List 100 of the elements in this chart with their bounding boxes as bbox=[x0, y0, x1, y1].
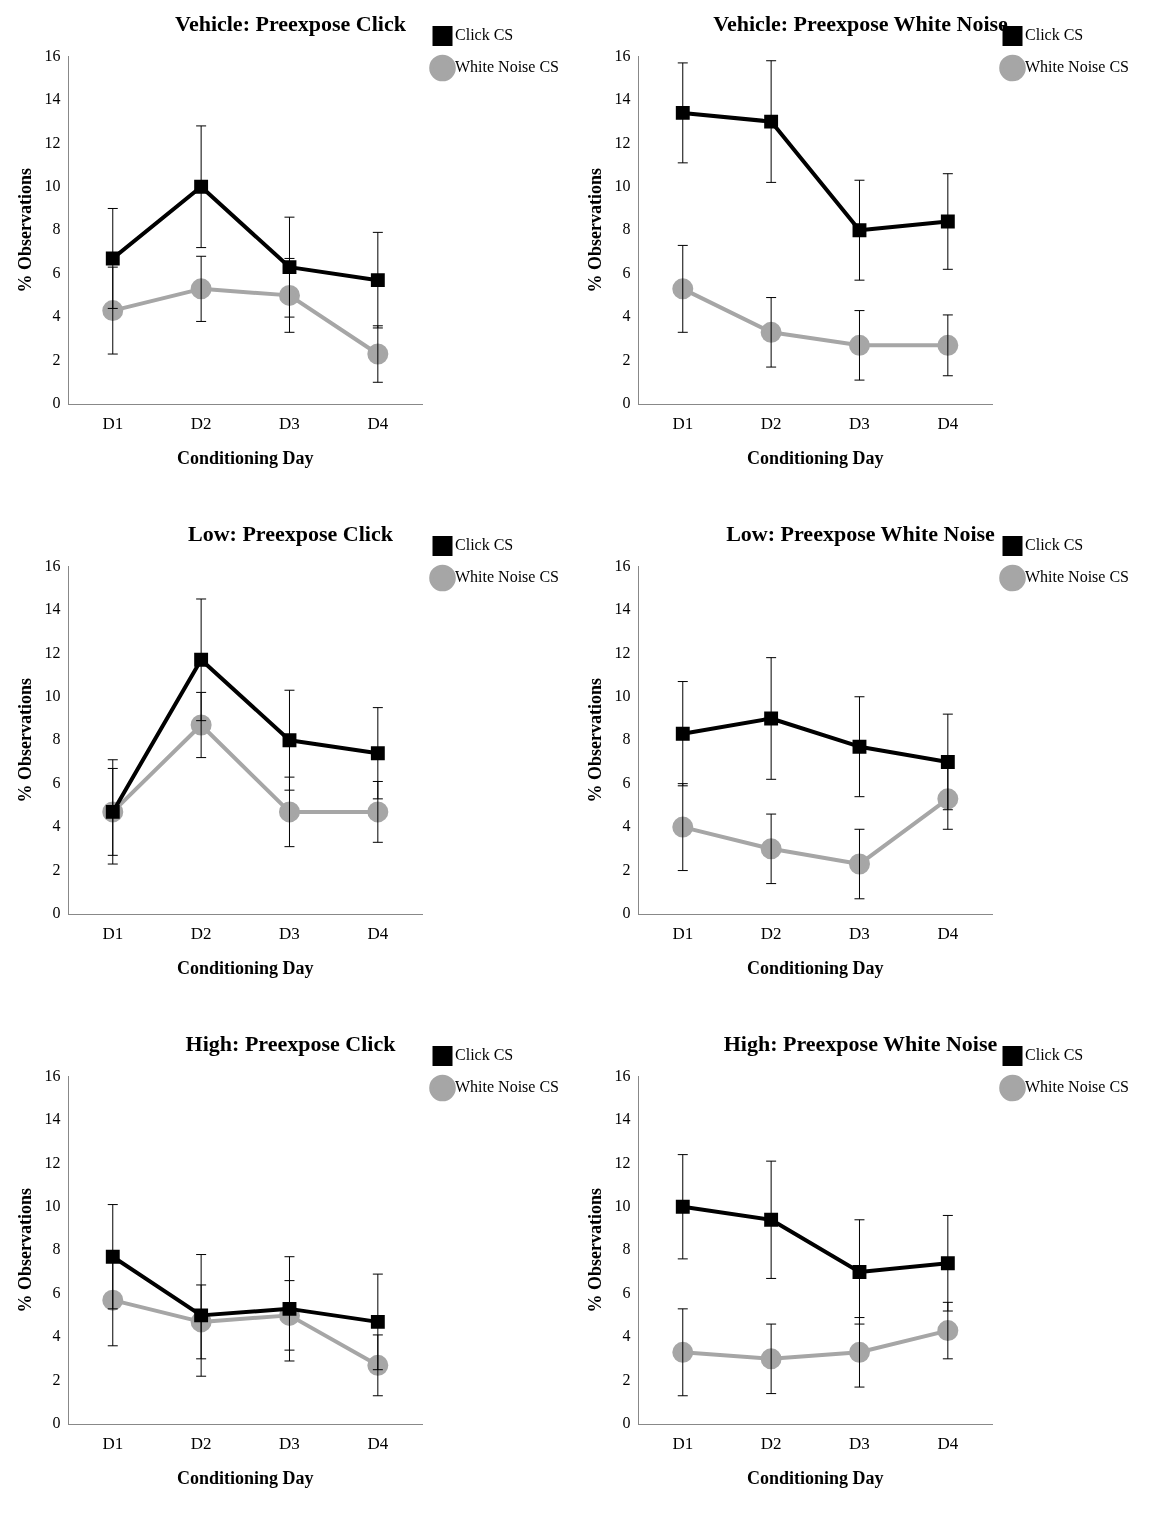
x-tick-label: D4 bbox=[937, 923, 959, 943]
chart-title: Low: Preexpose Click bbox=[188, 520, 394, 546]
y-tick-label: 6 bbox=[622, 263, 631, 281]
y-tick-label: 8 bbox=[622, 730, 631, 748]
y-tick-label: 6 bbox=[52, 1283, 61, 1301]
x-tick-label: D3 bbox=[279, 1433, 300, 1453]
y-tick-label: 0 bbox=[622, 1414, 631, 1432]
y-tick-label: 2 bbox=[52, 860, 61, 878]
x-tick-label: D4 bbox=[367, 923, 389, 943]
chart-title: Vehicle: Preexpose Click bbox=[175, 10, 407, 36]
y-tick-label: 14 bbox=[614, 1110, 631, 1128]
y-tick-label: 4 bbox=[622, 1327, 631, 1345]
y-tick-label: 2 bbox=[52, 1370, 61, 1388]
y-tick-label: 16 bbox=[614, 46, 631, 64]
y-tick-label: 8 bbox=[52, 1240, 61, 1258]
y-tick-label: 2 bbox=[622, 860, 631, 878]
x-tick-label: D1 bbox=[672, 1433, 694, 1453]
y-axis-title: % Observations bbox=[585, 677, 606, 803]
legend-label: Click CS bbox=[1025, 26, 1084, 44]
y-tick-label: 6 bbox=[52, 773, 61, 791]
x-tick-label: D3 bbox=[849, 923, 870, 943]
y-tick-label: 10 bbox=[44, 1196, 61, 1214]
y-tick-label: 14 bbox=[44, 600, 61, 618]
chart-title: Low: Preexpose White Noise bbox=[726, 520, 996, 546]
y-tick-label: 14 bbox=[614, 600, 631, 618]
y-axis-title: % Observations bbox=[15, 677, 36, 803]
x-tick-label: D4 bbox=[937, 1433, 959, 1453]
y-tick-label: 4 bbox=[52, 307, 61, 325]
x-tick-label: D2 bbox=[760, 923, 782, 943]
y-tick-label: 14 bbox=[44, 1110, 61, 1128]
y-tick-label: 8 bbox=[52, 220, 61, 238]
y-tick-label: 6 bbox=[52, 263, 61, 281]
y-tick-label: 10 bbox=[44, 686, 61, 704]
y-tick-label: 0 bbox=[622, 394, 631, 412]
y-tick-label: 6 bbox=[622, 1283, 631, 1301]
y-tick-label: 12 bbox=[44, 133, 61, 151]
x-tick-label: D1 bbox=[102, 1433, 124, 1453]
x-tick-label: D1 bbox=[672, 413, 694, 433]
y-tick-label: 10 bbox=[614, 1196, 631, 1214]
y-tick-label: 12 bbox=[44, 1153, 61, 1171]
y-tick-label: 2 bbox=[622, 350, 631, 368]
y-tick-label: 0 bbox=[622, 904, 631, 922]
legend-label: Click CS bbox=[455, 26, 514, 44]
x-axis-title: Conditioning Day bbox=[747, 447, 884, 468]
x-tick-label: D4 bbox=[937, 413, 959, 433]
y-tick-label: 16 bbox=[44, 46, 61, 64]
y-tick-label: 8 bbox=[622, 220, 631, 238]
legend-label: White Noise CS bbox=[1025, 1078, 1130, 1096]
legend-label: Click CS bbox=[455, 1046, 514, 1064]
x-axis-title: Conditioning Day bbox=[747, 957, 884, 978]
y-tick-label: 6 bbox=[622, 773, 631, 791]
y-axis-title: % Observations bbox=[15, 1187, 36, 1313]
y-axis-title: % Observations bbox=[585, 1187, 606, 1313]
y-tick-label: 14 bbox=[614, 90, 631, 108]
legend-label: White Noise CS bbox=[455, 568, 560, 586]
y-tick-label: 4 bbox=[622, 817, 631, 835]
x-axis-title: Conditioning Day bbox=[177, 957, 314, 978]
y-tick-label: 2 bbox=[52, 350, 61, 368]
x-tick-label: D2 bbox=[760, 413, 782, 433]
y-tick-label: 0 bbox=[52, 904, 61, 922]
y-tick-label: 16 bbox=[614, 1066, 631, 1084]
y-tick-label: 8 bbox=[622, 1240, 631, 1258]
y-tick-label: 12 bbox=[614, 133, 631, 151]
legend-label: Click CS bbox=[455, 536, 514, 554]
y-tick-label: 16 bbox=[44, 556, 61, 574]
x-tick-label: D2 bbox=[190, 923, 212, 943]
y-axis-title: % Observations bbox=[585, 167, 606, 293]
y-tick-label: 2 bbox=[622, 1370, 631, 1388]
x-tick-label: D4 bbox=[367, 413, 389, 433]
legend-label: White Noise CS bbox=[1025, 58, 1130, 76]
legend-label: White Noise CS bbox=[1025, 568, 1130, 586]
y-tick-label: 4 bbox=[52, 1327, 61, 1345]
y-tick-label: 10 bbox=[614, 686, 631, 704]
y-axis-title: % Observations bbox=[15, 167, 36, 293]
x-tick-label: D3 bbox=[849, 1433, 870, 1453]
chart-title: High: Preexpose Click bbox=[185, 1030, 397, 1056]
legend-label: Click CS bbox=[1025, 536, 1084, 554]
y-tick-label: 0 bbox=[52, 394, 61, 412]
x-axis-title: Conditioning Day bbox=[177, 1467, 314, 1488]
x-tick-label: D2 bbox=[760, 1433, 782, 1453]
legend-label: Click CS bbox=[1025, 1046, 1084, 1064]
x-tick-label: D1 bbox=[102, 923, 124, 943]
y-tick-label: 14 bbox=[44, 90, 61, 108]
x-axis-title: Conditioning Day bbox=[747, 1467, 884, 1488]
chart-title: Vehicle: Preexpose White Noise bbox=[713, 10, 1009, 36]
x-tick-label: D3 bbox=[849, 413, 870, 433]
x-tick-label: D3 bbox=[279, 413, 300, 433]
y-tick-label: 0 bbox=[52, 1414, 61, 1432]
y-tick-label: 12 bbox=[614, 1153, 631, 1171]
y-tick-label: 16 bbox=[614, 556, 631, 574]
y-tick-label: 12 bbox=[614, 643, 631, 661]
y-tick-label: 4 bbox=[622, 307, 631, 325]
y-tick-label: 4 bbox=[52, 817, 61, 835]
y-tick-label: 10 bbox=[614, 176, 631, 194]
legend-label: White Noise CS bbox=[455, 1078, 560, 1096]
y-tick-label: 12 bbox=[44, 643, 61, 661]
x-tick-label: D4 bbox=[367, 1433, 389, 1453]
y-tick-label: 8 bbox=[52, 730, 61, 748]
x-tick-label: D1 bbox=[102, 413, 124, 433]
x-tick-label: D2 bbox=[190, 413, 212, 433]
